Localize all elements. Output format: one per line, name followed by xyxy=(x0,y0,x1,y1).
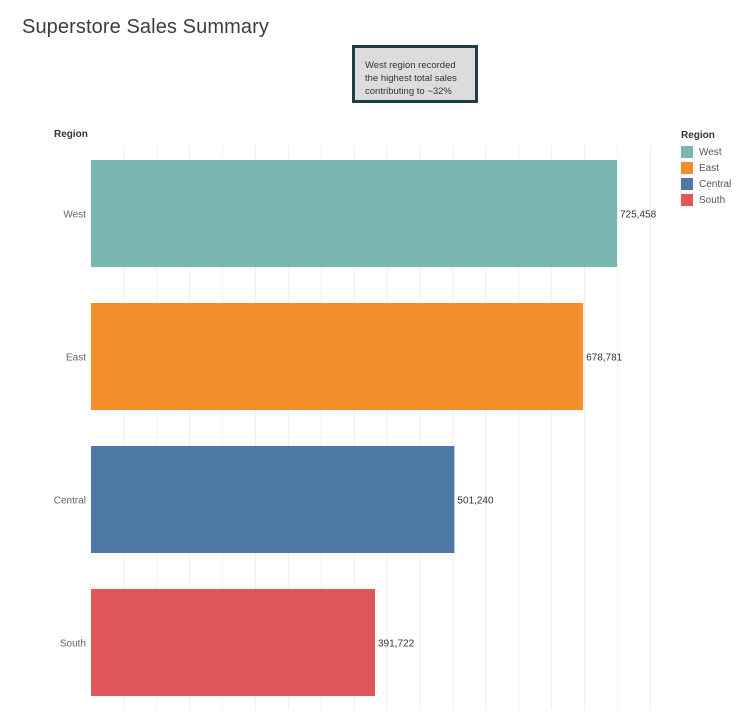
value-label-west: 725,458 xyxy=(620,210,657,221)
category-label-central: Central xyxy=(54,496,86,507)
value-label-central: 501,240 xyxy=(457,496,494,507)
legend-swatch-west xyxy=(681,146,693,158)
value-label-east: 678,781 xyxy=(586,353,623,364)
bar-west xyxy=(91,160,617,267)
legend-label-east: East xyxy=(699,162,720,174)
legend-title: Region xyxy=(681,130,715,141)
legend-swatch-south xyxy=(681,194,693,206)
chart-title: Superstore Sales Summary xyxy=(22,16,269,38)
legend-label-south: South xyxy=(699,194,726,206)
legend-swatch-central xyxy=(681,178,693,190)
annotation-box: West region recorded the highest total s… xyxy=(352,45,478,103)
bar-central xyxy=(91,446,455,553)
legend-label-west: West xyxy=(699,146,722,158)
bar-east xyxy=(91,303,584,410)
annotation-line: the highest total sales xyxy=(365,73,457,84)
legend-item-south[interactable]: South xyxy=(681,192,751,208)
annotation-line: contributing to ~32% xyxy=(365,86,452,97)
category-label-east: East xyxy=(66,353,86,364)
category-label-south: South xyxy=(60,639,86,650)
legend-item-east[interactable]: East xyxy=(681,160,751,176)
category-label-west: West xyxy=(63,210,86,221)
legend-label-central: Central xyxy=(699,178,732,190)
annotation-line: West region recorded xyxy=(365,60,456,71)
legend-item-west[interactable]: West xyxy=(681,144,751,160)
value-label-south: 391,722 xyxy=(378,639,415,650)
legend-item-central[interactable]: Central xyxy=(681,176,751,192)
legend: Region West East Central South xyxy=(681,130,751,208)
bar-south xyxy=(91,589,375,696)
legend-swatch-east xyxy=(681,162,693,174)
region-axis-header: Region xyxy=(54,129,88,140)
